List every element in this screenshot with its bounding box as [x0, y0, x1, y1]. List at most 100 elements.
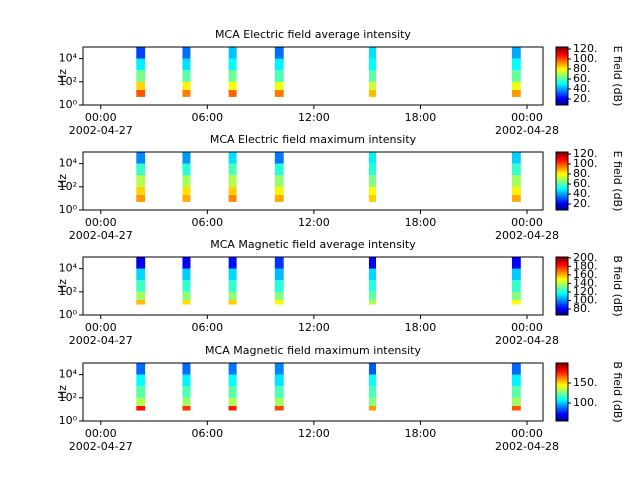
colorbar-strip	[556, 186, 568, 189]
colorbar-strip	[556, 167, 568, 170]
colorbar-strip	[556, 202, 568, 205]
plot-frame	[82, 256, 544, 316]
panel-title: MCA Magnetic field maximum intensity	[205, 344, 421, 357]
colorbar-strip	[556, 179, 568, 182]
colorbar-strip	[556, 62, 568, 65]
colorbar-strip	[556, 413, 568, 416]
spectrogram-cell	[368, 291, 377, 300]
spectrogram-cell	[182, 386, 191, 398]
colorbar-strip	[556, 299, 568, 301]
spectrogram-cell	[228, 268, 237, 281]
colorbar-strip	[556, 58, 568, 61]
colorbar-strip	[556, 175, 568, 178]
colorbar-strip	[556, 194, 568, 196]
spectrogram-cell	[136, 268, 146, 281]
x-date-label: 2002-04-28	[495, 440, 559, 453]
spectrogram-cell	[136, 374, 146, 387]
x-tick-label: 18:00	[405, 216, 437, 229]
spectrogram-cell	[228, 386, 237, 398]
colorbar-strip	[556, 373, 568, 376]
colorbar-strip	[556, 399, 568, 402]
spectrogram-cell	[274, 58, 284, 71]
spectrogram-cell	[274, 47, 284, 59]
spectrogram-cell	[274, 194, 284, 202]
colorbar-strip	[556, 93, 568, 96]
colorbar-tick-label: 100.	[573, 157, 598, 170]
spectrogram-cell	[228, 175, 237, 187]
colorbar-strip	[556, 267, 568, 270]
panel: MCA Magnetic field maximum intensity 00:0…	[56, 344, 624, 453]
colorbar-strip	[556, 48, 568, 51]
colorbar-strip	[556, 386, 568, 389]
colorbar-strip	[556, 400, 568, 403]
x-date-label: 2002-04-28	[495, 229, 559, 242]
colorbar-strip	[556, 61, 568, 64]
colorbar-strip	[556, 381, 568, 384]
colorbar-strip	[556, 376, 568, 378]
spectrogram-cell	[368, 374, 377, 387]
spectrogram-cell	[228, 257, 237, 269]
colorbar-tick-label: 20.	[573, 92, 591, 105]
spectrogram-cell	[228, 363, 237, 375]
spectrogram-cell	[182, 175, 191, 187]
colorbar-strip	[556, 176, 568, 179]
y-tick-label: 10⁰	[59, 98, 78, 111]
y-tick-label: 10²	[59, 75, 77, 88]
colorbar-strip	[556, 281, 568, 284]
colorbar-strip	[556, 280, 568, 283]
colorbar-strip	[556, 198, 568, 201]
colorbar-strip	[556, 68, 568, 71]
colorbar-strip	[556, 309, 568, 312]
colorbar-strip	[556, 265, 568, 268]
x-date-label: 2002-04-27	[69, 229, 133, 242]
spectrogram-cell	[182, 397, 191, 406]
x-date-label: 2002-04-27	[69, 124, 133, 137]
colorbar-strip	[556, 81, 568, 84]
panel: MCA Electric field average intensity 00:0…	[56, 28, 624, 137]
spectrogram-cell	[274, 257, 284, 269]
colorbar-strip	[556, 153, 568, 156]
spectrogram-cell	[136, 397, 146, 406]
colorbar-strip	[556, 73, 568, 76]
colorbar-strip	[556, 377, 568, 380]
x-date-label: 2002-04-27	[69, 440, 133, 453]
spectrogram-cell	[368, 175, 377, 187]
spectrogram-cell	[368, 89, 377, 97]
spectrogram-cell	[136, 280, 146, 292]
panel-title: MCA Electric field average intensity	[215, 28, 411, 41]
colorbar-strip	[556, 207, 568, 210]
x-tick-label: 12:00	[298, 216, 330, 229]
colorbar-tick-label: 150.	[573, 376, 598, 389]
colorbar-strip	[556, 392, 568, 394]
colorbar-strip	[556, 258, 568, 261]
colorbar-strip	[556, 290, 568, 293]
spectrogram-cell	[182, 280, 191, 292]
plot-frame	[82, 362, 544, 422]
x-tick-label: 06:00	[191, 111, 223, 124]
spectrogram-cell	[368, 58, 377, 71]
colorbar-strip	[556, 259, 568, 262]
colorbar-strip	[556, 191, 568, 194]
y-tick-label: 10⁴	[59, 368, 78, 381]
spectrogram-cell	[274, 363, 284, 375]
colorbar-strip	[556, 182, 568, 185]
spectrogram-cell	[511, 386, 521, 398]
x-tick-label: 18:00	[405, 427, 437, 440]
spectrogram-cell	[368, 70, 377, 82]
colorbar-strip	[556, 86, 568, 89]
colorbar-strip	[556, 416, 568, 419]
colorbar-strip	[556, 89, 568, 91]
colorbar-strip	[556, 406, 568, 409]
spectrogram-cell	[274, 280, 284, 292]
spectrogram-cell	[368, 405, 377, 411]
colorbar-strip	[556, 306, 568, 309]
plot-frame	[82, 46, 544, 106]
colorbar-strip	[556, 52, 568, 55]
colorbar-tick-label: 120.	[573, 42, 598, 55]
colorbar-tick-label: 80.	[573, 167, 591, 180]
y-tick-label: 10⁰	[59, 308, 78, 321]
colorbar-strip	[556, 363, 568, 365]
x-tick-label: 00:00	[511, 427, 543, 440]
colorbar-strip	[556, 364, 568, 367]
